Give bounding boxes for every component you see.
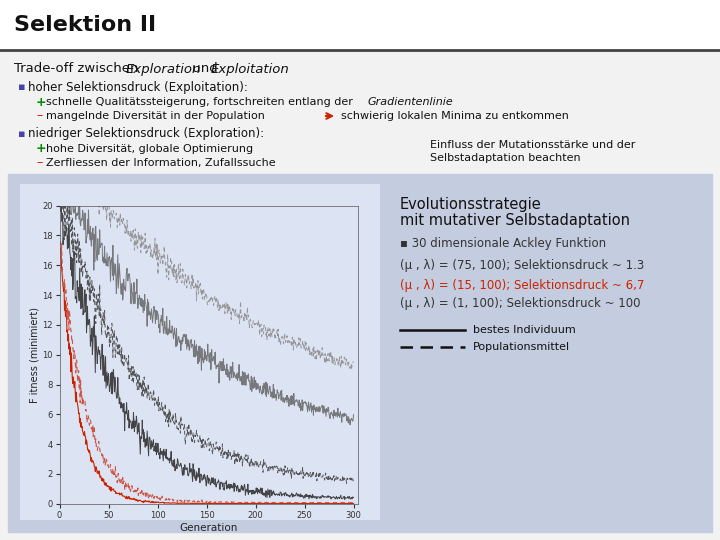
Bar [8, 174, 712, 532]
Text: ▪: ▪ [18, 82, 25, 92]
Text: Populationsmittel: Populationsmittel [473, 342, 570, 352]
Text: Exploitation: Exploitation [211, 63, 289, 76]
Text: Selektion II: Selektion II [14, 15, 156, 35]
Text: –: – [36, 157, 42, 170]
Text: schwierig lokalen Minima zu entkommen: schwierig lokalen Minima zu entkommen [341, 111, 569, 121]
Text: Selbstadaptation beachten: Selbstadaptation beachten [430, 153, 580, 163]
Text: Exploration: Exploration [126, 63, 202, 76]
Text: +: + [36, 143, 47, 156]
Y-axis label: F itness (minimiert): F itness (minimiert) [30, 307, 40, 403]
Text: und: und [188, 63, 222, 76]
Text: Einfluss der Mutationsstärke und der: Einfluss der Mutationsstärke und der [430, 140, 635, 150]
X-axis label: Generation: Generation [180, 523, 238, 532]
Text: hohe Diversität, globale Optimierung: hohe Diversität, globale Optimierung [46, 144, 253, 154]
Text: Gradientenlinie: Gradientenlinie [368, 97, 454, 107]
Text: mangelnde Diversität in der Population: mangelnde Diversität in der Population [46, 111, 265, 121]
Text: schnelle Qualitätssteigerung, fortschreiten entlang der: schnelle Qualitätssteigerung, fortschrei… [46, 97, 356, 107]
Text: –: – [36, 110, 42, 123]
Text: Zerfliessen der Information, Zufallssuche: Zerfliessen der Information, Zufallssuch… [46, 158, 276, 168]
Bar [0, 0, 720, 50]
Bar [20, 184, 380, 520]
Text: ▪ 30 dimensionale Ackley Funktion: ▪ 30 dimensionale Ackley Funktion [400, 237, 606, 249]
Text: Evolutionsstrategie: Evolutionsstrategie [400, 197, 541, 212]
Text: (μ , λ) = (1, 100); Selektionsdruck ~ 100: (μ , λ) = (1, 100); Selektionsdruck ~ 10… [400, 298, 641, 310]
Text: ▪: ▪ [18, 129, 25, 139]
Text: bestes Individuum: bestes Individuum [473, 325, 576, 335]
Text: (μ , λ) = (15, 100); Selektionsdruck ~ 6,7: (μ , λ) = (15, 100); Selektionsdruck ~ 6… [400, 279, 644, 292]
Text: Trade-off zwischen: Trade-off zwischen [14, 63, 143, 76]
Text: mit mutativer Selbstadaptation: mit mutativer Selbstadaptation [400, 213, 630, 227]
Text: niedriger Selektionsdruck (Exploration):: niedriger Selektionsdruck (Exploration): [28, 127, 264, 140]
Text: (μ , λ) = (75, 100); Selektionsdruck ~ 1.3: (μ , λ) = (75, 100); Selektionsdruck ~ 1… [400, 260, 644, 273]
Text: hoher Selektionsdruck (Exploitation):: hoher Selektionsdruck (Exploitation): [28, 80, 248, 93]
Text: +: + [36, 96, 47, 109]
